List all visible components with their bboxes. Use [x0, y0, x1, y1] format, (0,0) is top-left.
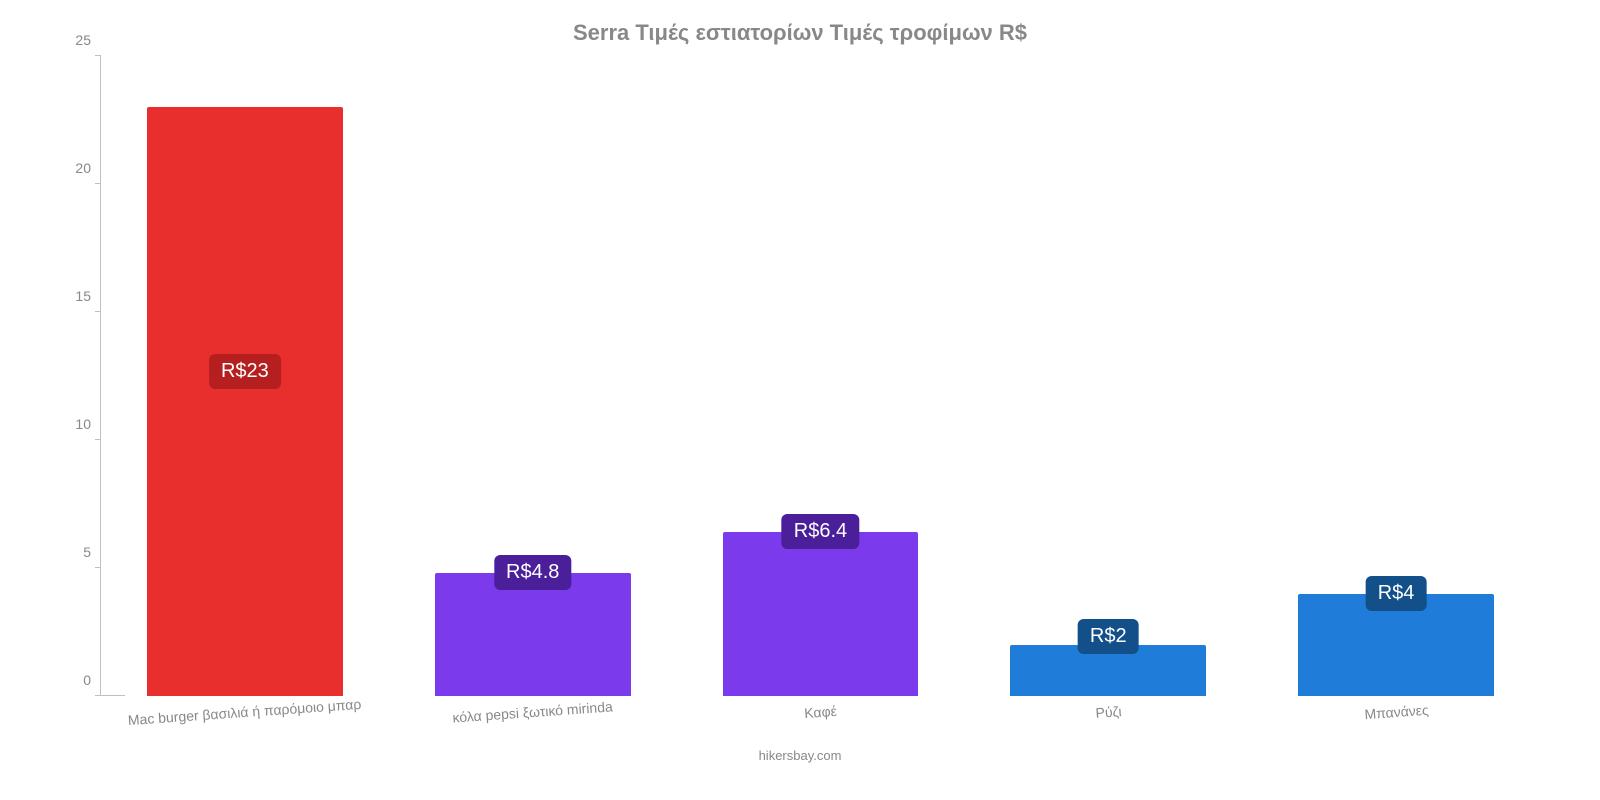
x-tick-label: Μπανάνες [1252, 694, 1540, 730]
y-tick-label: 15 [51, 288, 91, 304]
x-tick-label: Καφέ [676, 694, 964, 730]
bar: R$4.8 [435, 573, 631, 696]
y-tick [95, 311, 101, 312]
y-tick-label: 5 [51, 544, 91, 560]
y-tick-label: 20 [51, 160, 91, 176]
x-axis-labels: Mac burger βασιλιά ή παρόμοιο μπαρκόλα p… [100, 704, 1540, 720]
bar-value-label: R$4.8 [494, 555, 571, 590]
bars-row: R$23 R$4.8 R$6.4 R$2 R$4 [101, 56, 1540, 696]
y-tick-label: 10 [51, 416, 91, 432]
bar: R$23 [147, 107, 343, 696]
bar-value-label: R$6.4 [782, 514, 859, 549]
y-tick [95, 183, 101, 184]
y-tick-label: 0 [51, 672, 91, 688]
y-tick [95, 55, 101, 56]
y-tick-label: 25 [51, 32, 91, 48]
bar-slot: R$2 [964, 56, 1252, 696]
x-tick-label: Ρύζι [964, 694, 1252, 730]
bar: R$6.4 [723, 532, 919, 696]
chart-container: Serra Τιμές εστιατορίων Τιμές τροφίμων R… [20, 20, 1580, 780]
x-tick-label: Mac burger βασιλιά ή παρόμοιο μπαρ [100, 694, 388, 730]
bar-slot: R$6.4 [677, 56, 965, 696]
bar: R$4 [1298, 594, 1494, 696]
chart-credit: hikersbay.com [20, 748, 1580, 763]
bar: R$2 [1010, 645, 1206, 696]
y-tick [95, 695, 101, 696]
y-tick [95, 567, 101, 568]
y-tick [95, 439, 101, 440]
bar-slot: R$23 [101, 56, 389, 696]
bar-value-label: R$2 [1078, 619, 1139, 654]
chart-title: Serra Τιμές εστιατορίων Τιμές τροφίμων R… [20, 20, 1580, 46]
bar-value-label: R$23 [209, 354, 281, 389]
bar-slot: R$4.8 [389, 56, 677, 696]
bar-slot: R$4 [1252, 56, 1540, 696]
bar-value-label: R$4 [1366, 576, 1427, 611]
plot-area: R$23R$4.8R$6.4R$2R$4 0510152025 [100, 56, 1540, 696]
x-tick-label: κόλα pepsi ξωτικό mirinda [388, 694, 676, 730]
